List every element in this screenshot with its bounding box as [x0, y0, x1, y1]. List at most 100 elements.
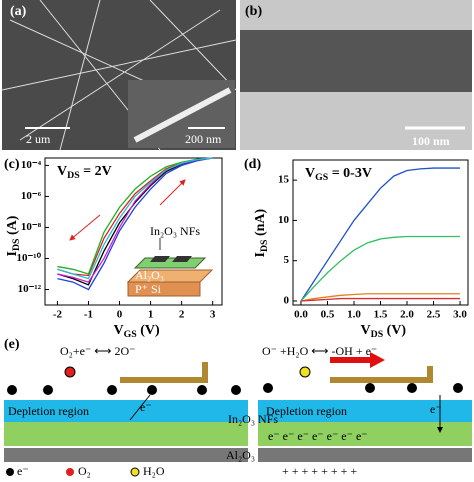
scale-label: 200 nm — [185, 132, 222, 146]
series-line — [57, 157, 213, 275]
legend-label: e⁻ — [17, 464, 29, 478]
scale-label: 100 nm — [412, 134, 450, 148]
panel-label: (b) — [245, 4, 262, 19]
y-tick-label: 10 — [278, 214, 290, 226]
x-axis-label-rest: (V) — [137, 323, 160, 338]
reaction: O₂+e⁻ ⟷ 2O⁻ — [60, 344, 135, 358]
x-tick-label: 2 — [179, 309, 185, 321]
y-tick-label: 15 — [278, 174, 290, 186]
annotation-sub: DS — [67, 170, 80, 181]
panel-label: (e) — [4, 337, 20, 352]
series-line — [300, 297, 461, 302]
y-tick-label: 10⁻⁴ — [21, 159, 42, 171]
electron-path — [129, 394, 151, 421]
scale-label: 2 um — [26, 132, 51, 146]
nf-layer — [258, 422, 472, 446]
y-axis-label-sub: DS — [11, 238, 22, 251]
layer-label: In₂O₃ NFs — [228, 412, 278, 426]
y-tick-label: 5 — [284, 254, 290, 266]
annotation-rest: = 2V — [80, 164, 112, 179]
panel-label: (c) — [4, 157, 20, 172]
y-tick-label: 10⁻⁶ — [21, 190, 42, 202]
process-arrow — [120, 362, 208, 383]
legend-label: O₂ — [78, 464, 91, 478]
y-axis-label-rest: (A) — [5, 215, 20, 238]
y-tick-label: 10⁻¹⁰ — [16, 252, 41, 264]
x-axis-label: VDS (V) — [361, 323, 407, 340]
x-tick-label: 2.5 — [427, 309, 441, 321]
x-tick-label: 2.0 — [400, 309, 414, 321]
inset-label: In₂O₃ NFs — [150, 224, 200, 238]
annotation-rest: = 0-3V — [328, 166, 372, 181]
depletion-layer — [4, 400, 248, 422]
electron-row: e⁻ e⁻ e⁻ e⁻ e⁻ e⁻ e⁻ — [268, 429, 368, 443]
y-axis-label-main: I — [253, 252, 268, 257]
x-tick-label: 0.0 — [294, 309, 308, 321]
x-axis-label-sub: GS — [124, 329, 138, 340]
y-axis-label-rest: (nA) — [253, 208, 268, 239]
y-tick-label: 10⁻⁸ — [21, 221, 42, 233]
x-tick-label: 1.0 — [347, 309, 361, 321]
legend-marker — [66, 468, 74, 476]
annotation: VGS = 0-3V — [305, 166, 372, 183]
y-axis-label: IDS (A) — [5, 215, 22, 256]
x-tick-label: 3.0 — [453, 309, 467, 321]
panel-label: (d) — [244, 157, 261, 172]
device-inset — [126, 238, 214, 297]
electrons — [7, 383, 463, 395]
x-tick-label: -1 — [84, 309, 93, 321]
series-line — [300, 235, 461, 302]
x-tick-label: 0.5 — [321, 309, 335, 321]
x-tick-label: 0 — [117, 309, 123, 321]
oxide-layer — [258, 448, 472, 462]
y-tick-label: 10⁻¹² — [18, 283, 42, 295]
x-tick-label: 3 — [210, 309, 216, 321]
x-tick-label: 1.5 — [374, 309, 388, 321]
layer-label: Al₂O₃ — [226, 448, 255, 462]
nf-layer — [4, 422, 248, 446]
x-axis-label-main: V — [114, 323, 124, 338]
layer-label: Depletion region — [266, 404, 347, 418]
x-tick-label: -2 — [53, 309, 63, 321]
x-tick-label: 1 — [148, 309, 154, 321]
panel-label: (a) — [10, 4, 27, 19]
legend-marker — [130, 467, 140, 477]
legend-marker — [6, 468, 14, 476]
reaction: O⁻ +H₂O ⟷ -OH + e⁻ — [262, 344, 377, 358]
sweep-arrow — [159, 179, 186, 206]
legend-label: H₂O — [143, 464, 165, 478]
process-arrow — [330, 366, 433, 383]
oxygen — [64, 366, 76, 378]
y-axis-label: IDS (nA) — [253, 208, 270, 257]
nanofiber-zoom — [133, 87, 232, 143]
charges: + + + + + + + + — [282, 464, 357, 478]
series-line — [57, 157, 213, 280]
y-axis-label-sub: DS — [259, 239, 270, 252]
y-tick-label: 0 — [284, 295, 290, 307]
annotation-sub: GS — [315, 172, 329, 183]
x-axis-label: VGS (V) — [114, 323, 160, 340]
nanofiber-tem — [240, 30, 472, 92]
water — [299, 366, 311, 378]
x-axis-label-main: V — [361, 323, 371, 338]
series-line — [300, 293, 461, 302]
annotation-main: V — [57, 164, 67, 179]
layer-label: Depletion region — [8, 404, 89, 418]
x-axis-label-rest: (V) — [383, 323, 406, 338]
reaction-arrow — [330, 352, 385, 368]
series-line — [57, 157, 213, 291]
inset-label: Al₂O₃ — [135, 268, 164, 282]
y-axis-label-main: I — [5, 251, 20, 256]
annotation: VDS = 2V — [57, 164, 112, 181]
electron-label: e⁻ — [430, 402, 442, 416]
sweep-arrow — [69, 214, 101, 241]
depletion-layer — [258, 400, 472, 422]
annotation-main: V — [305, 166, 315, 181]
inset-label: P⁺ Si — [135, 282, 162, 296]
series-line — [300, 167, 461, 302]
x-axis-label-sub: DS — [371, 329, 384, 340]
oxide-layer — [4, 448, 248, 462]
electron-label: e⁻ — [140, 400, 152, 414]
plot-frame — [44, 157, 223, 306]
